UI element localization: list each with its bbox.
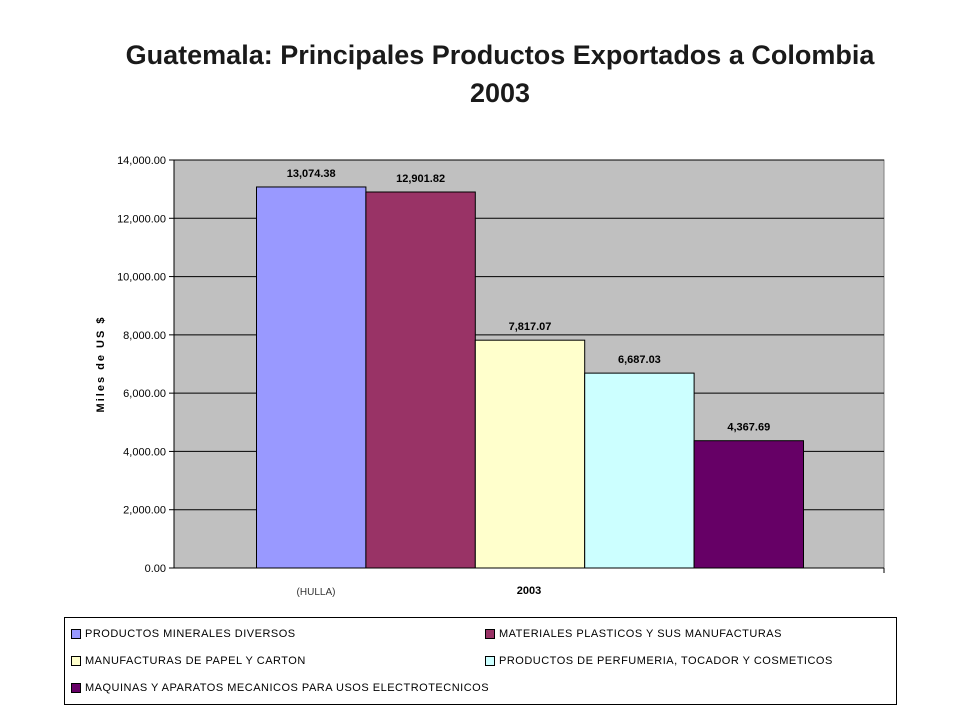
legend-label: PRODUCTOS MINERALES DIVERSOS xyxy=(85,628,296,640)
legend-swatch xyxy=(71,683,81,693)
y-axis: 0.00 2,000.00 4,000.00 6,000.00 8,000.00 10,0… xyxy=(117,155,885,575)
legend-item: PRODUCTOS DE PERFUMERIA, TOCADOR Y COSME… xyxy=(485,655,833,667)
y-tick-label: 0.00 xyxy=(145,563,166,575)
chart-title-line-1: Guatemala: Principales Productos Exporta… xyxy=(125,40,875,70)
bar xyxy=(474,339,586,569)
y-tick-label: 6,000.00 xyxy=(123,388,166,400)
bar-value-label: 13,074.38 xyxy=(287,168,336,180)
x-axis-category-label: 2003 xyxy=(517,585,541,597)
y-tick-label: 8,000.00 xyxy=(123,330,166,342)
legend-label: MAQUINAS Y APARATOS MECANICOS PARA USOS … xyxy=(85,682,490,694)
legend-swatch xyxy=(71,656,81,666)
legend-item: MATERIALES PLASTICOS Y SUS MANUFACTURAS xyxy=(485,628,782,640)
legend-swatch xyxy=(485,656,495,666)
legend-item: MANUFACTURAS DE PAPEL Y CARTON xyxy=(71,655,306,667)
y-tick-label: 2,000.00 xyxy=(123,505,166,517)
data-labels: 13,074.38 12,901.82 7,817.07 6,687.03 4,367.… xyxy=(287,168,770,434)
y-tick-label: 12,000.00 xyxy=(117,213,166,225)
legend-item: MAQUINAS Y APARATOS MECANICOS PARA USOS … xyxy=(71,682,489,694)
legend-swatch xyxy=(71,629,81,639)
legend-label: MATERIALES PLASTICOS Y SUS MANUFACTURAS xyxy=(499,628,782,640)
bar-value-label: 12,901.82 xyxy=(396,173,445,185)
legend: PRODUCTOS MINERALES DIVERSOS MATERIALES P… xyxy=(64,617,897,705)
y-tick-label: 14,000.00 xyxy=(117,155,166,167)
bar-value-label: 4,367.69 xyxy=(727,422,770,434)
legend-item: PRODUCTOS MINERALES DIVERSOS xyxy=(71,628,296,640)
bar xyxy=(365,191,476,569)
y-axis-title: Miles de US $ xyxy=(95,316,107,413)
bars xyxy=(256,186,804,569)
chart-title: Guatemala: Principales Productos Exporta… xyxy=(40,36,960,112)
bar xyxy=(693,440,804,569)
bar xyxy=(584,372,695,569)
legend-label: PRODUCTOS DE PERFUMERIA, TOCADOR Y COSME… xyxy=(499,655,833,667)
legend-label: MANUFACTURAS DE PAPEL Y CARTON xyxy=(85,655,306,667)
bar-value-label: 7,817.07 xyxy=(509,321,552,333)
legend-swatch xyxy=(485,629,495,639)
bar xyxy=(256,186,367,569)
y-tick-label: 4,000.00 xyxy=(123,446,166,458)
bar-value-label: 6,687.03 xyxy=(618,354,661,366)
bar-chart: 13,074.38 12,901.82 7,817.07 6,687.03 4,367.… xyxy=(95,155,885,598)
chart-title-line-2: 2003 xyxy=(469,78,531,108)
y-tick-label: 10,000.00 xyxy=(117,272,166,284)
x-axis-note: (HULLA) xyxy=(297,587,336,598)
